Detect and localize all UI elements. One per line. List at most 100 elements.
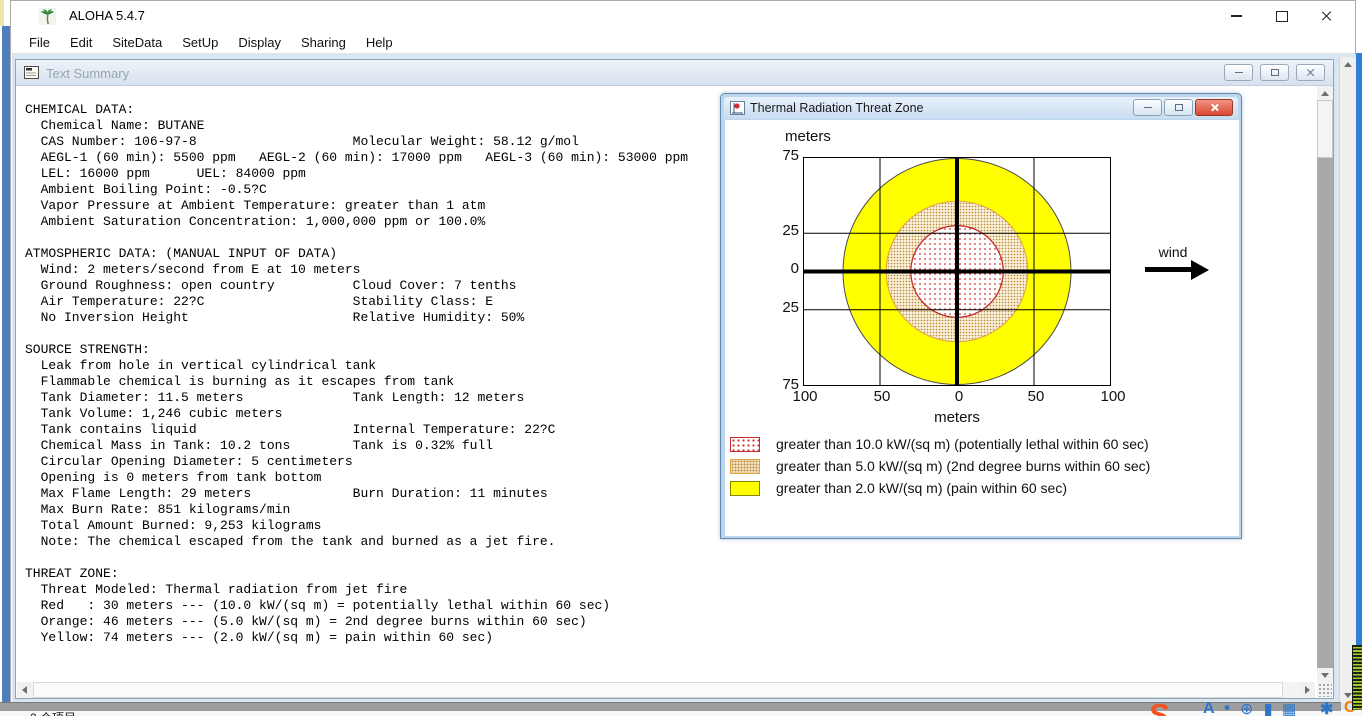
menu-file[interactable]: File — [29, 34, 50, 50]
x-axis-title: meters — [934, 409, 980, 426]
legend-text: greater than 10.0 kW/(sq m) (potentially… — [776, 436, 1149, 452]
summary-line: Max Burn Rate: 851 kilograms/min — [25, 502, 291, 517]
vertical-scrollbar[interactable] — [1317, 86, 1333, 682]
scroll-up-button[interactable] — [1340, 57, 1356, 72]
y-axis-title: meters — [785, 128, 831, 145]
summary-line: AEGL-1 (60 min): 5500 ppm AEGL-2 (60 min… — [25, 150, 689, 165]
menu-bar: File Edit SiteData SetUp Display Sharing… — [11, 31, 1355, 54]
ime-circle-plus-icon[interactable]: ⊕ — [1240, 701, 1254, 716]
title-bar: ALOHA 5.4.7 — [11, 1, 1355, 31]
tz-close-button[interactable] — [1195, 99, 1233, 116]
tz-restore-button[interactable] — [1164, 99, 1193, 116]
resize-grip[interactable] — [1317, 682, 1332, 697]
arrow-down-icon — [1344, 693, 1352, 698]
tz-minimize-button[interactable] — [1133, 99, 1162, 116]
menu-setup[interactable]: SetUp — [182, 34, 219, 50]
y-tick-75-top: 75 — [782, 147, 799, 164]
summary-line: Threat Modeled: Thermal radiation from j… — [25, 582, 408, 597]
ime-keyboard-icon[interactable]: ▦ — [1282, 701, 1297, 716]
maximize-icon — [1275, 10, 1288, 22]
summary-line: CHEMICAL DATA: — [25, 102, 135, 117]
threat-zone-plot-area: meters 75 25 0 25 75 — [725, 120, 1239, 536]
child-restore-button[interactable] — [1260, 64, 1289, 81]
x-tick-50-left: 50 — [873, 388, 891, 405]
summary-line: Tank contains liquid Internal Temperatur… — [25, 422, 556, 437]
summary-line: Flammable chemical is burning as it esca… — [25, 374, 455, 389]
summary-line: Vapor Pressure at Ambient Temperature: g… — [25, 198, 486, 213]
child-minimize-button[interactable] — [1224, 64, 1253, 81]
mdi-vertical-scrollbar[interactable] — [1339, 57, 1356, 703]
summary-text-block: CHEMICAL DATA: Chemical Name: BUTANE CAS… — [25, 102, 688, 646]
maximize-button[interactable] — [1259, 2, 1304, 30]
restore-icon — [1270, 69, 1279, 76]
menu-help[interactable]: Help — [365, 34, 393, 50]
minimize-button[interactable] — [1214, 2, 1259, 30]
child-close-button[interactable] — [1296, 64, 1325, 81]
threat-zone-title-bar[interactable]: Thermal Radiation Threat Zone — [724, 97, 1238, 119]
close-icon — [1321, 10, 1333, 22]
scroll-down-button[interactable] — [1317, 668, 1333, 682]
close-button[interactable] — [1304, 2, 1349, 30]
wind-arrow-head-icon — [1191, 260, 1209, 280]
text-summary-controls — [1224, 64, 1325, 81]
summary-line: LEL: 16000 ppm UEL: 84000 ppm — [25, 166, 306, 181]
scroll-up-button[interactable] — [1317, 86, 1333, 100]
yellow-zone-swatch — [730, 480, 760, 496]
ime-pointer-icon[interactable]: • — [1224, 698, 1230, 716]
summary-line: ATMOSPHERIC DATA: (MANUAL INPUT OF DATA) — [25, 246, 338, 261]
summary-line: Total Amount Burned: 9,253 kilograms — [25, 518, 322, 533]
legend-row-yellow: greater than 2.0 kW/(sq m) (pain within … — [730, 479, 1200, 497]
ime-mic-icon[interactable]: ▮ — [1264, 701, 1273, 716]
striped-tray-element — [1352, 645, 1362, 710]
scroll-left-button[interactable] — [17, 682, 32, 698]
summary-line: Note: The chemical escaped from the tank… — [25, 534, 556, 549]
arrow-down-icon — [1321, 672, 1329, 678]
tray-partial-icon[interactable]: C — [1344, 699, 1356, 716]
summary-line: Red : 30 meters --- (10.0 kW/(sq m) = po… — [25, 598, 611, 613]
legend-row-red: greater than 10.0 kW/(sq m) (potentially… — [730, 435, 1200, 453]
legend-text: greater than 5.0 kW/(sq m) (2nd degree b… — [776, 458, 1151, 474]
summary-line: Tank Diameter: 11.5 meters Tank Length: … — [25, 390, 525, 405]
scroll-right-button[interactable] — [1300, 682, 1315, 698]
summary-line: Ambient Saturation Concentration: 1,000,… — [25, 214, 486, 229]
arrow-up-icon — [1344, 62, 1352, 67]
summary-line: Yellow: 74 meters --- (2.0 kW/(sq m) = p… — [25, 630, 494, 645]
summary-line: Chemical Name: BUTANE — [25, 118, 205, 133]
scrollbar-thumb[interactable] — [33, 682, 1283, 698]
summary-line — [25, 550, 688, 566]
tray-dot-icon[interactable]: • — [1305, 698, 1311, 716]
x-tick-50-right: 50 — [1027, 388, 1045, 405]
menu-edit[interactable]: Edit — [69, 34, 93, 50]
horizontal-scrollbar[interactable] — [17, 682, 1315, 698]
summary-line — [25, 326, 688, 342]
summary-line: Air Temperature: 22?C Stability Class: E — [25, 294, 494, 309]
threat-zone-controls — [1133, 99, 1233, 116]
tray-butterfly-icon[interactable]: ✱ — [1320, 701, 1334, 716]
summary-line: Chemical Mass in Tank: 10.2 tons Tank is… — [25, 438, 494, 453]
ime-letter-icon[interactable]: A — [1203, 700, 1215, 716]
sogou-logo-icon[interactable]: S — [1148, 697, 1169, 716]
restore-icon — [1174, 104, 1183, 111]
explorer-status-text: 2 个项目 — [30, 709, 76, 716]
threat-zone-chart — [803, 157, 1111, 386]
background-window-edge-right — [1356, 53, 1362, 710]
x-tick-100-right: 100 — [1100, 388, 1126, 405]
orange-zone-swatch — [730, 458, 760, 474]
close-icon — [1210, 103, 1219, 112]
summary-line: CAS Number: 106-97-8 Molecular Weight: 5… — [25, 134, 579, 149]
app-title: ALOHA 5.4.7 — [69, 8, 145, 23]
summary-line: Max Flame Length: 29 meters Burn Duratio… — [25, 486, 548, 501]
x-tick-100-left: 100 — [792, 388, 818, 405]
explorer-status-strip — [0, 711, 1362, 716]
scrollbar-thumb[interactable] — [1317, 100, 1333, 158]
y-tick-75-bot: 75 — [782, 376, 799, 393]
x-tick-0: 0 — [954, 388, 964, 405]
arrow-right-icon — [1305, 686, 1310, 694]
menu-display[interactable]: Display — [238, 34, 281, 50]
text-summary-title-bar[interactable]: Text Summary — [16, 60, 1333, 86]
text-summary-title: Text Summary — [46, 66, 130, 81]
background-window-edge-left — [2, 26, 10, 710]
summary-line: Ambient Boiling Point: -0.5?C — [25, 182, 267, 197]
menu-sitedata[interactable]: SiteData — [112, 34, 163, 50]
menu-sharing[interactable]: Sharing — [301, 34, 346, 50]
